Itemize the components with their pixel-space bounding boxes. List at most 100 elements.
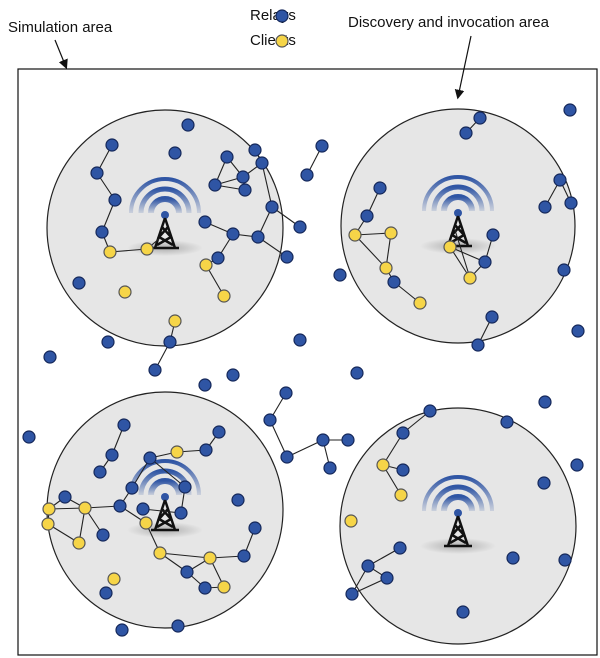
signal-wave <box>148 196 182 214</box>
relay-node <box>553 173 567 187</box>
relay-node <box>570 458 584 472</box>
relay-node <box>248 521 262 535</box>
client-node <box>217 289 231 303</box>
relay-node <box>265 200 279 214</box>
relay-node <box>99 586 113 600</box>
relay-node <box>251 230 265 244</box>
client-node <box>379 261 393 275</box>
relay-node <box>563 103 577 117</box>
relay-node <box>315 139 329 153</box>
relay-node <box>293 220 307 234</box>
client-node <box>42 502 56 516</box>
client-node <box>217 580 231 594</box>
relay-node <box>226 227 240 241</box>
relay-node <box>211 251 225 265</box>
relay-node <box>208 178 222 192</box>
relay-node <box>564 196 578 210</box>
discovery-area <box>340 108 576 344</box>
relay-node <box>485 310 499 324</box>
relay-node <box>393 541 407 555</box>
arrow <box>54 39 68 70</box>
link <box>159 552 211 559</box>
relay-node <box>459 126 473 140</box>
tower <box>444 515 472 548</box>
signal-wave <box>422 475 494 512</box>
relay-node <box>93 465 107 479</box>
relay-node <box>236 170 250 184</box>
client-node <box>376 458 390 472</box>
relay-node <box>558 553 572 567</box>
relay-node <box>293 333 307 347</box>
client-node <box>103 245 117 259</box>
relay-node <box>136 502 150 516</box>
relay-node <box>396 426 410 440</box>
client-node <box>463 271 477 285</box>
client-node <box>72 536 86 550</box>
relay-node <box>500 415 514 429</box>
relay-node <box>396 463 410 477</box>
signal-wave <box>431 484 485 512</box>
relay-node <box>316 433 330 447</box>
relay-node <box>537 476 551 490</box>
relay-node <box>323 461 337 475</box>
relay-node <box>361 559 375 573</box>
tower <box>151 499 179 532</box>
relay-node <box>387 275 401 289</box>
client-node <box>170 445 184 459</box>
relay-node <box>212 425 226 439</box>
client-node <box>203 551 217 565</box>
client-node <box>443 240 457 254</box>
relay-node <box>220 150 234 164</box>
relay-node <box>486 228 500 242</box>
client-node <box>118 285 132 299</box>
relay-node <box>471 338 485 352</box>
antenna <box>454 209 462 217</box>
client-node <box>41 517 55 531</box>
link <box>286 439 324 458</box>
antenna <box>161 493 169 501</box>
relay-node <box>101 335 115 349</box>
relay-node <box>506 551 520 565</box>
antenna <box>454 509 462 517</box>
relay-node <box>248 143 262 157</box>
relay-node <box>72 276 86 290</box>
relay-node <box>231 493 245 507</box>
relay-node <box>125 481 139 495</box>
client-node <box>107 572 121 586</box>
relay-node <box>174 506 188 520</box>
simulation-area-label: Simulation area <box>8 19 113 36</box>
legend-relay-marker <box>275 9 289 23</box>
signal-wave <box>441 194 475 212</box>
relay-node <box>226 368 240 382</box>
signal-wave <box>431 184 485 212</box>
client-node <box>140 242 154 256</box>
relay-node <box>163 335 177 349</box>
relay-node <box>280 450 294 464</box>
relay-node <box>117 418 131 432</box>
relay-node <box>105 448 119 462</box>
relay-node <box>105 138 119 152</box>
link <box>454 229 471 279</box>
relay-node <box>198 581 212 595</box>
signal-wave <box>129 459 201 496</box>
relay-node <box>181 118 195 132</box>
antenna <box>161 211 169 219</box>
legend-relays: Relays <box>250 7 296 24</box>
relay-node <box>143 451 157 465</box>
client-node <box>348 228 362 242</box>
client-node <box>139 516 153 530</box>
discovery-area-label: Discovery and invocation area <box>348 14 550 31</box>
relay-node <box>58 490 72 504</box>
signal-wave <box>148 478 182 496</box>
relay-node <box>263 413 277 427</box>
relay-node <box>300 168 314 182</box>
tower <box>151 217 179 250</box>
client-node <box>78 501 92 515</box>
relay-node <box>237 549 251 563</box>
relay-node <box>279 386 293 400</box>
relay-node <box>168 146 182 160</box>
relay-node <box>571 324 585 338</box>
link <box>149 457 186 488</box>
client-node <box>384 226 398 240</box>
legend-client-marker <box>275 34 289 48</box>
